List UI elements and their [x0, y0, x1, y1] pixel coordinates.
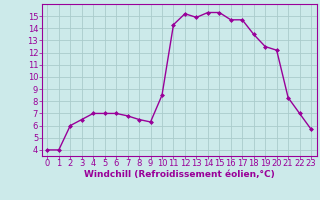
X-axis label: Windchill (Refroidissement éolien,°C): Windchill (Refroidissement éolien,°C) [84, 170, 275, 179]
